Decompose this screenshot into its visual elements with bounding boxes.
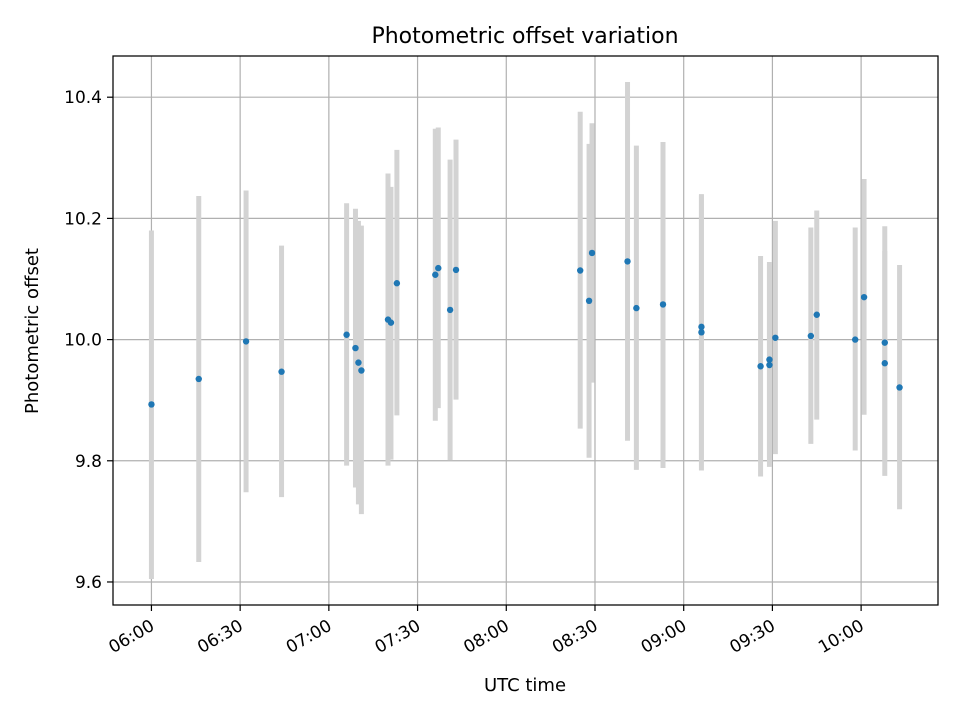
y-tick-label: 10.2 [64,209,102,229]
y-tick-label: 10.4 [64,88,102,108]
data-point [766,356,773,363]
gridlines [113,56,938,605]
data-point [896,384,903,391]
data-point [807,332,815,340]
data-point [387,319,395,326]
data-point [242,338,250,345]
y-tick-label: 10.0 [64,331,102,351]
data-point [446,306,454,314]
data-point [772,334,779,341]
data-point [585,297,593,305]
data-point [813,311,820,318]
data-point [860,293,868,301]
data-point [148,401,155,408]
data-points [148,249,903,408]
y-axis-ticks: 9.6 9.8 10.0 10.2 10.4 [64,88,113,593]
data-point [577,267,584,274]
x-axis-label: UTC time [484,675,566,696]
data-point [881,360,888,367]
data-point [432,271,439,278]
data-point [355,359,362,366]
data-point [195,375,202,383]
data-point [435,264,442,272]
y-tick-label: 9.8 [75,452,102,472]
data-point [452,266,460,274]
data-point [633,304,640,312]
data-point [588,249,596,257]
data-point [352,344,359,352]
data-point [659,301,667,308]
y-axis-label: Photometric offset [22,248,43,414]
data-point [358,367,365,374]
y-tick-label: 9.6 [75,573,102,593]
data-point [393,280,401,287]
chart-title: Photometric offset variation [371,24,678,49]
data-point [343,331,350,338]
data-point [881,339,888,346]
data-point [698,323,705,331]
data-point [852,336,859,343]
data-point [624,258,631,265]
data-point [757,363,764,370]
data-point [766,361,773,369]
data-point [278,368,285,375]
plot-frame [112,55,939,606]
data-point [698,329,705,336]
